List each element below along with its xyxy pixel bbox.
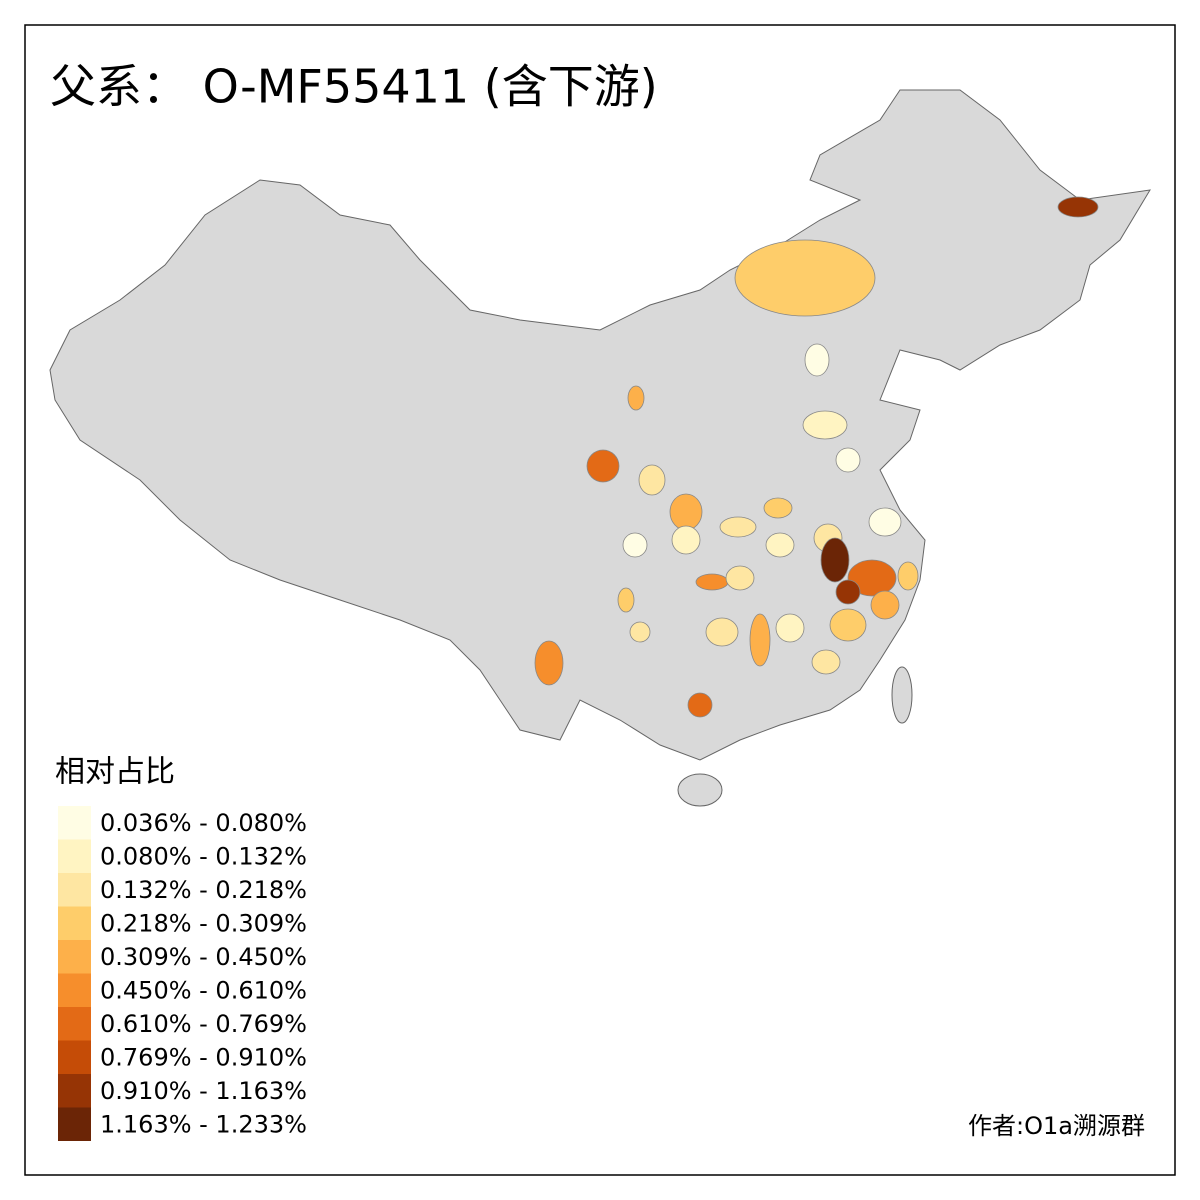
legend-swatch: [58, 906, 91, 940]
region: [897, 561, 919, 591]
legend-swatch: [58, 1107, 91, 1141]
region: [1057, 196, 1099, 218]
region: [820, 537, 850, 583]
legend-swatch: [58, 1007, 91, 1041]
region: [868, 507, 902, 537]
region: [749, 613, 771, 667]
map-title: 父系： O-MF55411 (含下游): [50, 60, 658, 114]
legend-label: 0.218% - 0.309%: [100, 910, 307, 938]
region: [671, 525, 701, 555]
legend-swatch: [58, 940, 91, 974]
region: [687, 692, 713, 718]
region: [622, 532, 648, 558]
island: [677, 773, 723, 807]
legend-swatch: [58, 806, 91, 840]
legend-label: 0.910% - 1.163%: [100, 1077, 307, 1105]
island: [891, 666, 913, 724]
legend-label: 0.450% - 0.610%: [100, 977, 307, 1005]
region: [763, 497, 793, 519]
legend-swatch: [58, 873, 91, 907]
legend-swatch: [58, 1074, 91, 1108]
region: [534, 640, 564, 686]
legend-label: 0.610% - 0.769%: [100, 1010, 307, 1038]
legend: 0.036% - 0.080% 0.080% - 0.132% 0.132% - 0…: [58, 806, 307, 1141]
region: [811, 649, 841, 675]
region: [804, 343, 830, 377]
region: [765, 532, 795, 558]
legend-label: 0.080% - 0.132%: [100, 843, 307, 871]
legend-label: 0.309% - 0.450%: [100, 943, 307, 971]
region: [802, 410, 848, 440]
region: [829, 608, 867, 642]
region: [669, 493, 703, 531]
credit: 作者:O1a溯源群: [968, 1112, 1145, 1140]
legend-swatch: [58, 1040, 91, 1074]
region: [734, 239, 876, 317]
legend-swatch: [58, 839, 91, 873]
regions: [534, 196, 1099, 718]
region: [638, 464, 666, 496]
region: [847, 559, 897, 597]
legend-label: 0.036% - 0.080%: [100, 809, 307, 837]
legend-label: 1.163% - 1.233%: [100, 1111, 307, 1139]
region: [870, 590, 900, 620]
region: [586, 449, 620, 483]
region: [695, 573, 729, 591]
legend-label: 0.769% - 0.910%: [100, 1044, 307, 1072]
region: [775, 613, 805, 643]
legend-title: 相对占比: [55, 755, 175, 790]
region: [627, 385, 645, 411]
region: [705, 617, 739, 647]
region: [719, 516, 757, 538]
legend-swatch: [58, 973, 91, 1007]
region: [835, 447, 861, 473]
region: [835, 579, 861, 605]
region: [617, 587, 635, 613]
legend-label: 0.132% - 0.218%: [100, 876, 307, 904]
region: [725, 565, 755, 591]
region: [629, 621, 651, 643]
